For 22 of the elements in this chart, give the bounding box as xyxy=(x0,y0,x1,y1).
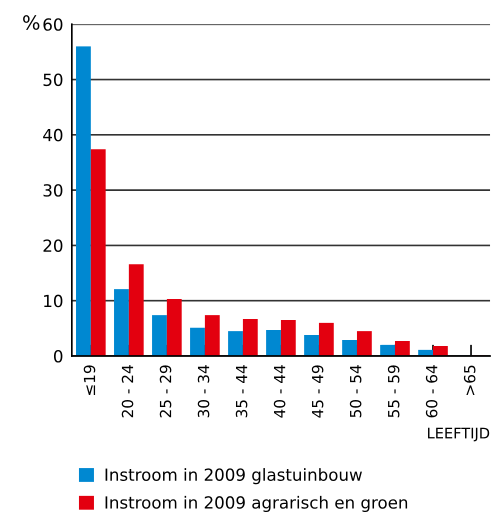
y-tick-label: 0 xyxy=(54,350,62,363)
y-tick-label: 20 xyxy=(44,239,62,252)
x-tick-label: 40 - 44 xyxy=(274,365,286,418)
y-tick-label: 30 xyxy=(44,184,62,197)
y-tick-label: 10 xyxy=(44,294,62,308)
x-tick-label: >65 xyxy=(464,366,476,395)
y-tick-label: 50 xyxy=(44,73,62,86)
legend-label: Instroom in 2009 glastuinbouw xyxy=(106,468,362,484)
legend-label: Instroom in 2009 agrarisch en groen xyxy=(106,496,408,512)
y-tick-label: 60 xyxy=(43,18,62,31)
x-tick-label: 35 - 44 xyxy=(236,365,248,418)
x-tick-label: 55 - 59 xyxy=(388,365,400,418)
y-axis-title: % xyxy=(23,15,40,30)
x-tick-label: 25 - 29 xyxy=(160,365,172,418)
x-tick-label: 60 - 64 xyxy=(426,365,438,418)
x-tick-label: 50 - 54 xyxy=(350,365,362,418)
x-tick-label: 20 - 24 xyxy=(122,365,134,418)
y-tick-label: 40 xyxy=(43,128,62,142)
x-tick-label: ≤19 xyxy=(84,365,96,395)
x-tick-label: 45 - 49 xyxy=(312,365,324,418)
x-tick-label: 30 - 34 xyxy=(198,365,210,418)
x-axis-title: LEEFTIJD xyxy=(428,428,490,442)
